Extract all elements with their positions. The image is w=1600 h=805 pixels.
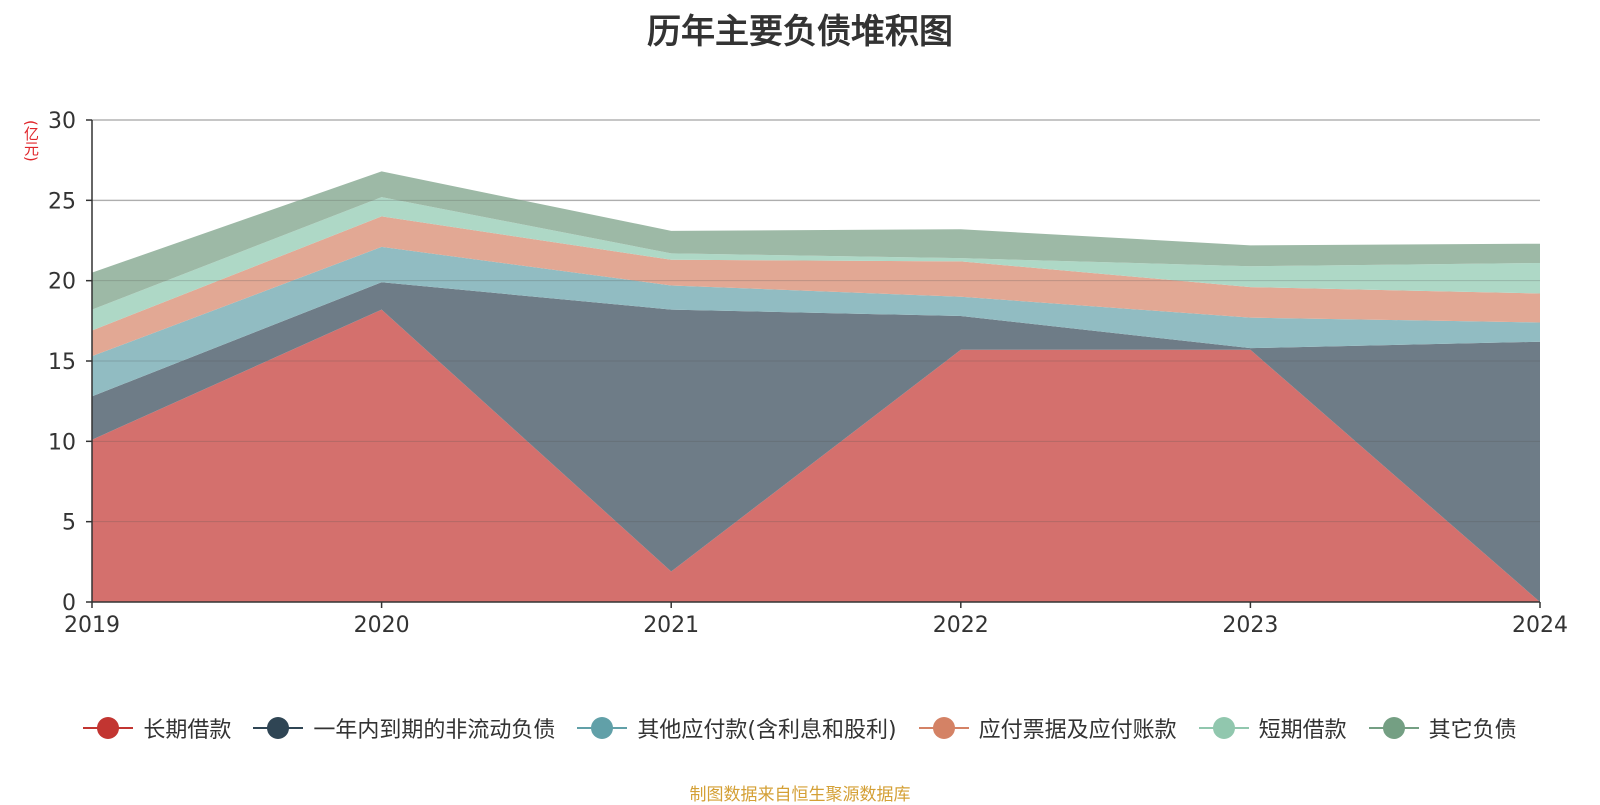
- series-area-0: [92, 309, 1540, 602]
- legend-item[interactable]: 其它负债: [1368, 712, 1517, 744]
- legend: 长期借款 一年内到期的非流动负债 其他应付款(含利息和股利) 应付票据及应付账款 短期借…: [0, 712, 1600, 744]
- legend-item[interactable]: 短期借款: [1198, 712, 1347, 744]
- series-area-2: [92, 246, 1540, 397]
- x-tick-label: 2021: [643, 613, 699, 638]
- legend-label: 其它负债: [1428, 718, 1517, 743]
- legend-swatch-icon: [83, 716, 134, 740]
- legend-swatch-icon: [1198, 716, 1249, 740]
- legend-item[interactable]: 一年内到期的非流动负债: [253, 712, 555, 744]
- legend-label: 短期借款: [1258, 718, 1347, 743]
- series-area-3: [92, 216, 1540, 357]
- legend-item[interactable]: 其他应付款(含利息和股利): [577, 712, 897, 744]
- series-area-1: [92, 282, 1540, 602]
- x-tick-label: 2022: [933, 613, 989, 638]
- y-tick-label: 20: [48, 270, 76, 295]
- legend-swatch-icon: [1368, 716, 1419, 740]
- legend-label: 应付票据及应付账款: [978, 718, 1177, 743]
- y-tick-label: 15: [48, 350, 76, 375]
- legend-swatch-icon: [918, 716, 969, 740]
- y-tick-label: 5: [62, 511, 76, 536]
- y-axis-unit-label: (亿元): [22, 120, 40, 162]
- legend-label: 一年内到期的非流动负债: [313, 718, 556, 743]
- y-tick-label: 0: [62, 591, 76, 616]
- legend-swatch-icon: [577, 716, 628, 740]
- legend-item[interactable]: 长期借款: [83, 712, 231, 744]
- x-tick-label: 2020: [354, 613, 410, 638]
- y-tick-label: 10: [48, 430, 76, 455]
- chart-title: 历年主要负债堆积图: [647, 12, 953, 52]
- x-tick-label: 2024: [1512, 613, 1568, 638]
- x-tick-label: 2019: [64, 613, 120, 638]
- y-tick-label: 25: [48, 189, 76, 214]
- source-note: 制图数据来自恒生聚源数据库: [689, 785, 911, 805]
- legend-label: 其他应付款(含利息和股利): [637, 718, 897, 743]
- chart-plot-area: 0 5 10 15 20 25 30 2019 2020 2021 2022 2023 2024: [48, 109, 1568, 638]
- y-tick-label: 30: [48, 109, 76, 134]
- legend-item[interactable]: 应付票据及应付账款: [918, 712, 1177, 744]
- x-tick-label: 2023: [1222, 613, 1278, 638]
- legend-label: 长期借款: [143, 718, 232, 743]
- series-area-5: [92, 171, 1540, 310]
- legend-swatch-icon: [253, 716, 304, 740]
